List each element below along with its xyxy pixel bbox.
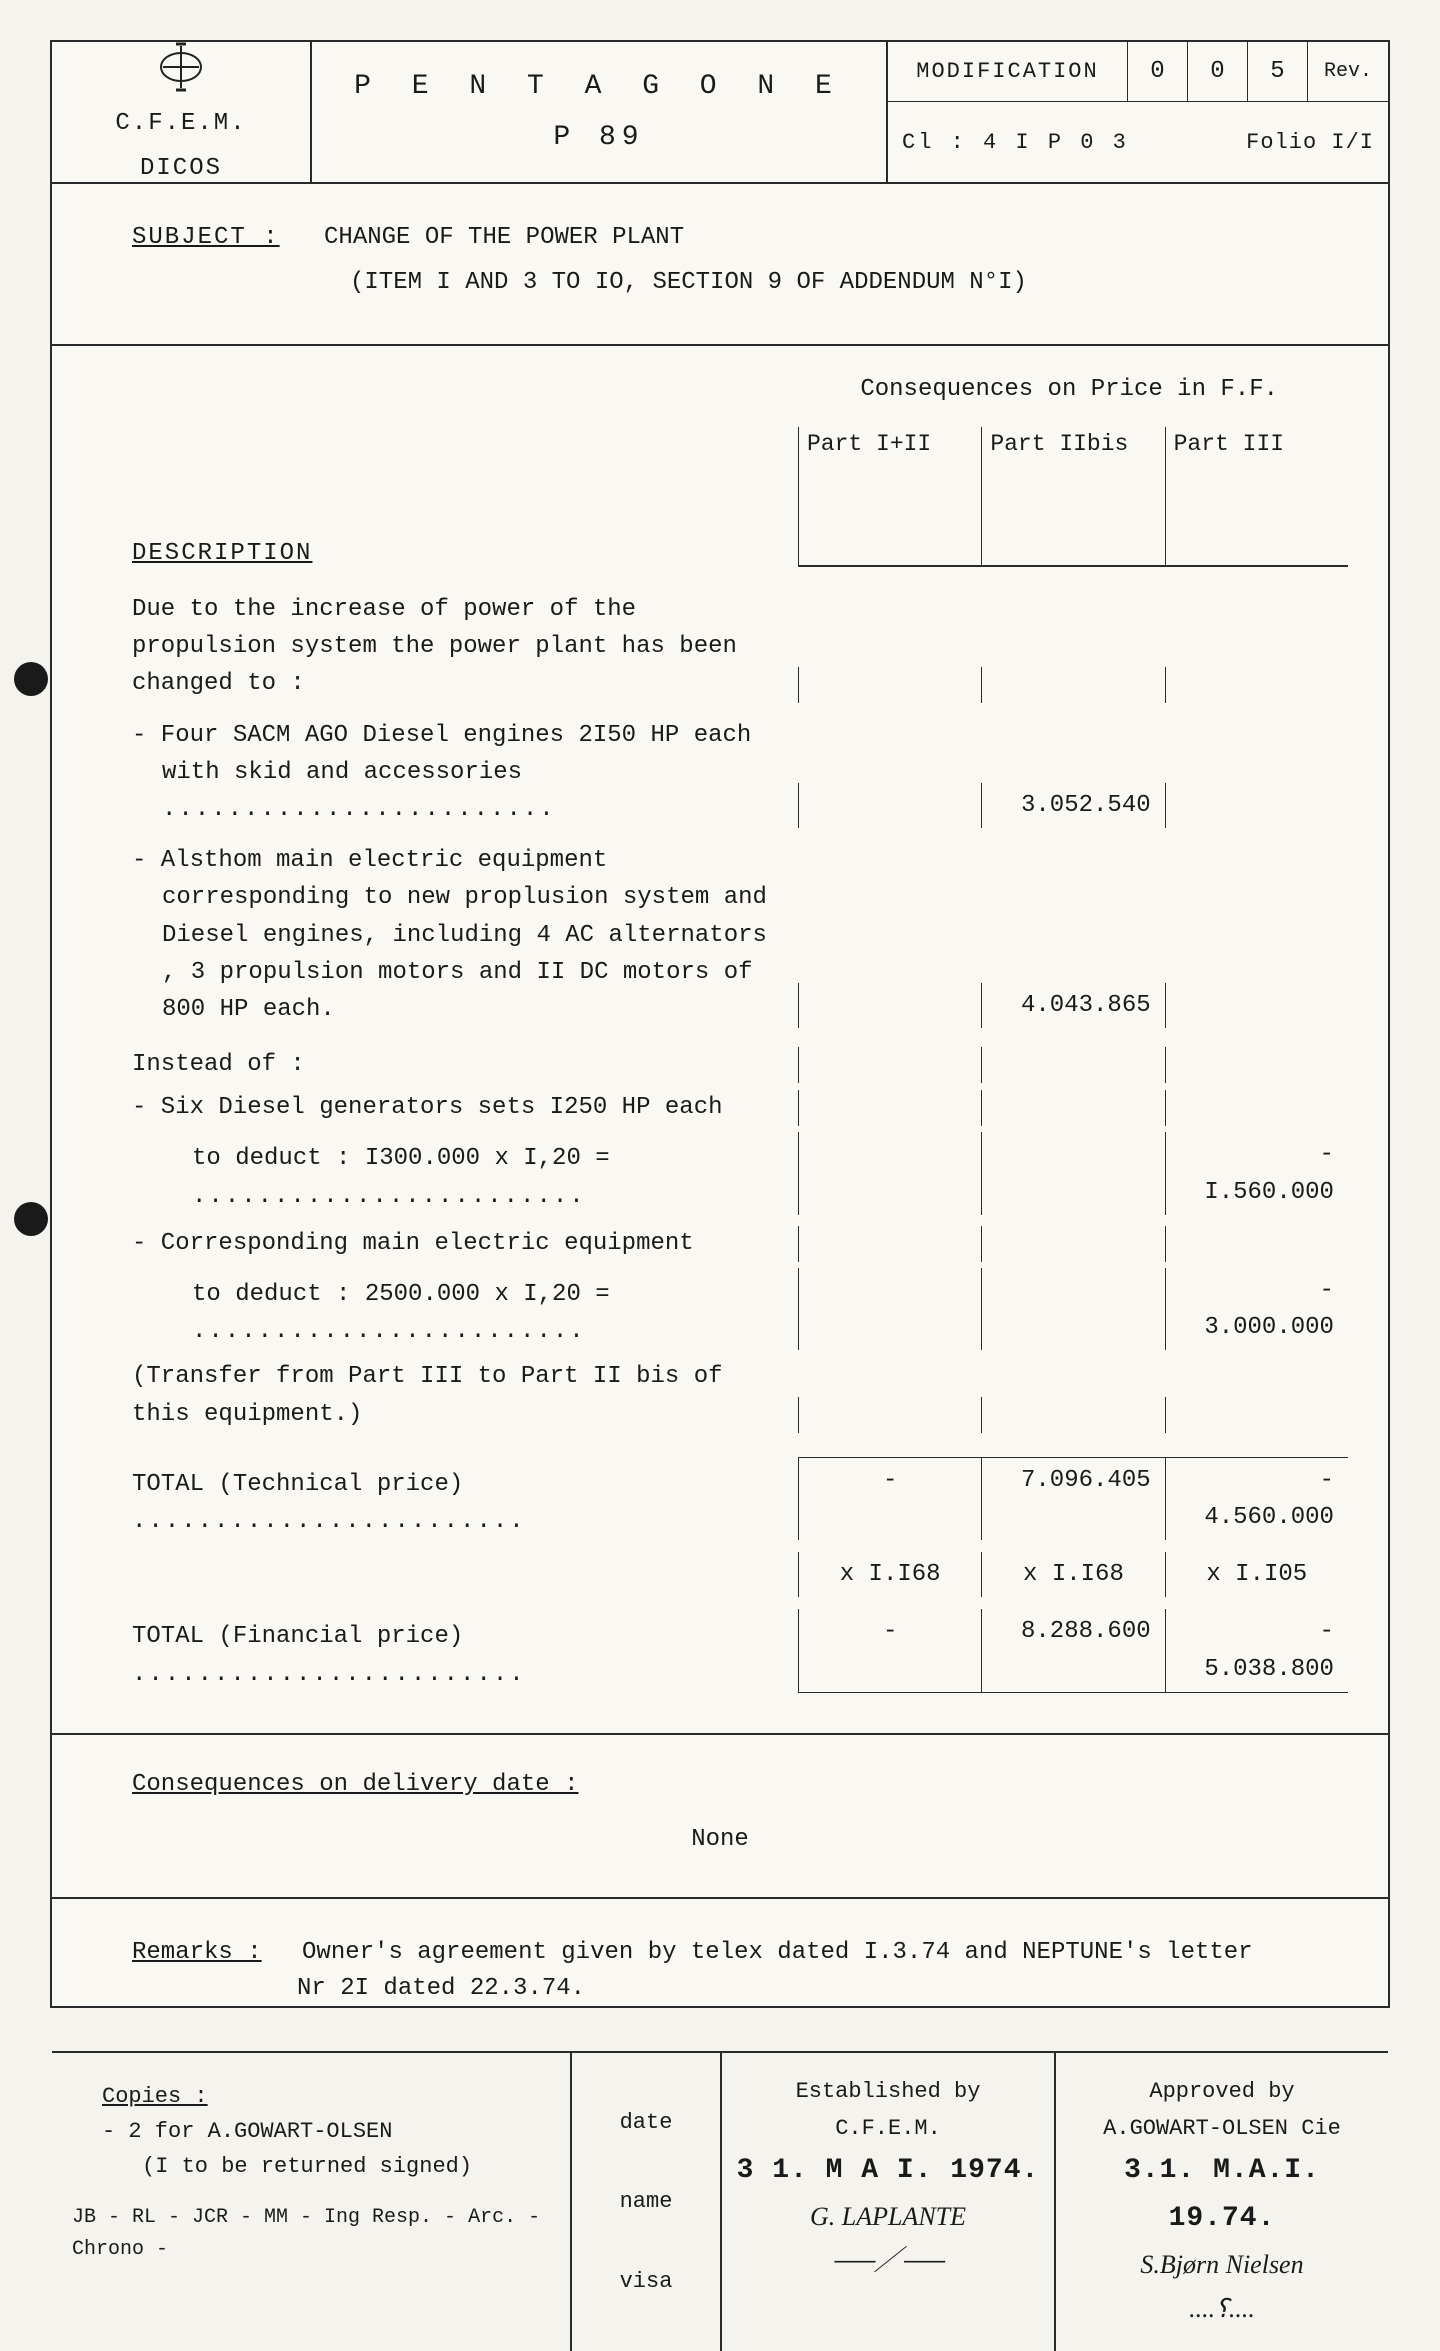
dnv-visa: visa xyxy=(620,2269,673,2294)
established-label: Established by xyxy=(732,2073,1044,2110)
col-header-2: Part IIbis xyxy=(981,427,1164,567)
org-name-1: C.F.E.M. xyxy=(115,110,246,137)
item-4b: to deduct : 2500.000 x I,20 = xyxy=(132,1276,798,1350)
classification-row: Cl : 4 I P 0 3 Folio I/I xyxy=(888,102,1388,182)
copies-line-2: (I to be returned signed) xyxy=(142,2149,550,2184)
total-financial-label: TOTAL (Financial price) xyxy=(132,1618,798,1692)
column-headers: DESCRIPTION Part I+II Part IIbis Part II… xyxy=(132,427,1348,567)
item4-col3: - 3.000.000 xyxy=(1165,1268,1348,1350)
header-title: P E N T A G O N E P 89 xyxy=(312,42,888,182)
date-name-visa-cell: date name visa xyxy=(572,2053,722,2351)
total-fin-col1: - xyxy=(798,1609,981,1692)
total-tech-col3: - 4.560.000 xyxy=(1165,1457,1348,1540)
total-fin-col2: 8.288.600 xyxy=(981,1609,1164,1692)
folio: Folio I/I xyxy=(1246,130,1374,155)
transfer-note: (Transfer from Part III to Part II bis o… xyxy=(132,1358,798,1432)
header-org: C.F.E.M. DICOS xyxy=(52,42,312,182)
copies-line-1: - 2 for A.GOWART-OLSEN xyxy=(102,2114,550,2149)
item-3b: to deduct : I300.000 x I,20 = xyxy=(132,1140,798,1214)
approved-by-cell: Approved by A.GOWART-OLSEN Cie 3.1. M.A.… xyxy=(1056,2053,1388,2351)
remarks-label: Remarks : xyxy=(132,1939,262,1966)
delivery-value: None xyxy=(132,1826,1308,1853)
revision-label: Rev. xyxy=(1308,42,1388,101)
item3-col2 xyxy=(981,1132,1164,1214)
established-visa-icon: ⸺╱⸺ xyxy=(732,2239,1044,2283)
item3-col1 xyxy=(798,1132,981,1214)
item4-col2 xyxy=(981,1268,1164,1350)
modification-row: MODIFICATION 0 0 5 Rev. xyxy=(888,42,1388,102)
intro-text: Due to the increase of power of the prop… xyxy=(132,591,798,703)
col-header-3: Part III xyxy=(1165,427,1348,567)
mult-col1: x I.I68 xyxy=(798,1552,981,1597)
description-header: DESCRIPTION xyxy=(132,540,798,567)
total-tech-col2: 7.096.405 xyxy=(981,1457,1164,1540)
established-by-cell: Established by C.F.E.M. 3 1. M A I. 1974… xyxy=(722,2053,1056,2351)
instead-label: Instead of : xyxy=(132,1046,798,1083)
approved-signature: S.Bjørn Nielsen xyxy=(1066,2243,1378,2287)
copies-cell: Copies : - 2 for A.GOWART-OLSEN (I to be… xyxy=(52,2053,572,2351)
established-org: C.F.E.M. xyxy=(732,2110,1044,2147)
item4-col1 xyxy=(798,1268,981,1350)
description-block: Consequences on Price in F.F. DESCRIPTIO… xyxy=(52,346,1388,1735)
project-number: P 89 xyxy=(553,122,644,153)
description-body: Due to the increase of power of the prop… xyxy=(132,591,1348,1693)
footer-block: Copies : - 2 for A.GOWART-OLSEN (I to be… xyxy=(52,2053,1388,2351)
subject-block: SUBJECT : CHANGE OF THE POWER PLANT (ITE… xyxy=(52,184,1388,346)
delivery-label: Consequences on delivery date : xyxy=(132,1771,578,1798)
total-fin-col3: - 5.038.800 xyxy=(1165,1609,1348,1692)
established-signature: G. LAPLANTE xyxy=(732,2195,1044,2239)
item2-col3 xyxy=(1165,983,1348,1028)
distribution-line: JB - RL - JCR - MM - Ing Resp. - Arc. - … xyxy=(72,2202,550,2266)
item3-col3: - I.560.000 xyxy=(1165,1132,1348,1214)
punch-hole xyxy=(14,662,48,696)
item1-col3 xyxy=(1165,783,1348,828)
copies-label: Copies : xyxy=(102,2084,208,2109)
delivery-block: Consequences on delivery date : None xyxy=(52,1735,1388,1899)
mod-digit-2: 0 xyxy=(1188,42,1248,101)
approved-visa-icon: ....⸮.... xyxy=(1066,2287,1378,2331)
dnv-date: date xyxy=(620,2110,673,2135)
item1-col1 xyxy=(798,783,981,828)
org-name-2: DICOS xyxy=(140,155,222,182)
mult-col2: x I.I68 xyxy=(981,1552,1164,1597)
remarks-text-1: Owner's agreement given by telex dated I… xyxy=(302,1939,1253,1966)
item-2: - Alsthom main electric equipment corres… xyxy=(132,842,798,1028)
punch-hole xyxy=(14,1202,48,1236)
dnv-name: name xyxy=(620,2189,673,2214)
mod-digit-3: 5 xyxy=(1248,42,1308,101)
document-page: C.F.E.M. DICOS P E N T A G O N E P 89 MO… xyxy=(50,40,1390,2008)
subject-line-2: (ITEM I AND 3 TO IO, SECTION 9 OF ADDEND… xyxy=(350,269,1308,296)
project-title: P E N T A G O N E xyxy=(354,71,844,102)
approved-label: Approved by xyxy=(1066,2073,1378,2110)
subject-label: SUBJECT : xyxy=(132,224,280,251)
mult-col3: x I.I05 xyxy=(1165,1552,1348,1597)
established-date: 3 1. M A I. 1974. xyxy=(732,2147,1044,2195)
item1-col2: 3.052.540 xyxy=(981,783,1164,828)
remarks-text-2: Nr 2I dated 22.3.74. xyxy=(297,1971,1328,2007)
col-header-1: Part I+II xyxy=(798,427,981,567)
cl-code: Cl : 4 I P 0 3 xyxy=(902,130,1129,155)
item2-col2: 4.043.865 xyxy=(981,983,1164,1028)
item-4a: - Corresponding main electric equipment xyxy=(132,1225,798,1262)
mod-digit-1: 0 xyxy=(1128,42,1188,101)
item-1: - Four SACM AGO Diesel engines 2I50 HP e… xyxy=(132,717,798,829)
subject-line-1: CHANGE OF THE POWER PLANT xyxy=(324,224,684,251)
item-3a: - Six Diesel generators sets I250 HP eac… xyxy=(132,1089,798,1126)
total-tech-col1: - xyxy=(798,1457,981,1540)
approved-date: 3.1. M.A.I. 19.74. xyxy=(1066,2147,1378,2242)
header: C.F.E.M. DICOS P E N T A G O N E P 89 MO… xyxy=(52,42,1388,184)
total-technical-label: TOTAL (Technical price) xyxy=(132,1466,798,1540)
header-modification: MODIFICATION 0 0 5 Rev. Cl : 4 I P 0 3 F… xyxy=(888,42,1388,182)
item2-col1 xyxy=(798,983,981,1028)
approved-org: A.GOWART-OLSEN Cie xyxy=(1066,2110,1378,2147)
remarks-block: Remarks : Owner's agreement given by tel… xyxy=(52,1899,1388,2053)
cfem-logo-icon xyxy=(156,42,206,92)
consequences-title: Consequences on Price in F.F. xyxy=(132,376,1348,403)
modification-label: MODIFICATION xyxy=(888,42,1128,101)
